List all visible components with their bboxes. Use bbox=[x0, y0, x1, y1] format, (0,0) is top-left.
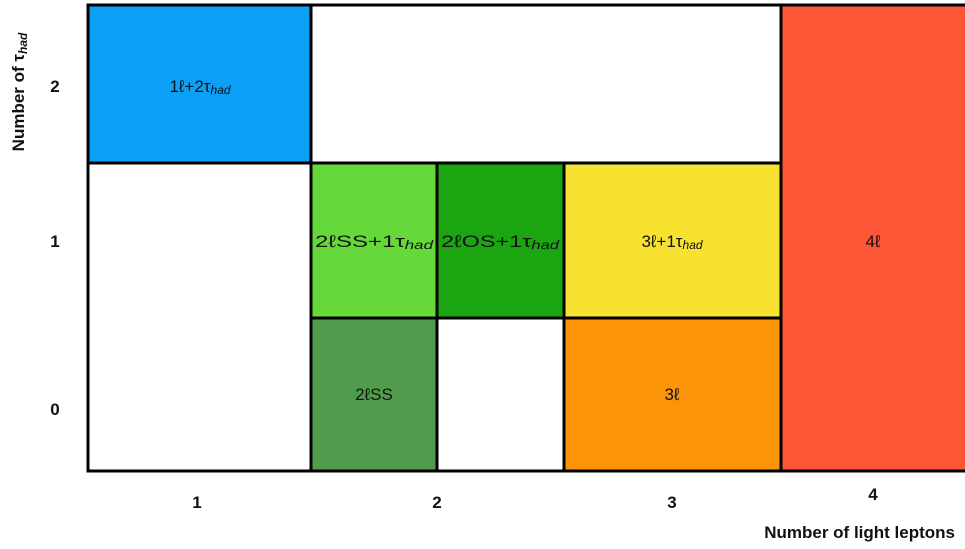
region-label-2lss: 2ℓSS bbox=[355, 385, 393, 404]
region-4l-box bbox=[781, 5, 965, 471]
grid-lines bbox=[86, 3, 965, 473]
x-tick-4: 4 bbox=[868, 485, 878, 504]
region-label-2lss1tau: 2ℓSS+1τ had bbox=[315, 232, 433, 252]
y-tick-2: 2 bbox=[50, 77, 59, 96]
y-tick-0: 0 bbox=[50, 400, 59, 419]
region-2los1tau-box bbox=[437, 163, 564, 318]
y-axis-title: Number of τhad bbox=[9, 32, 30, 151]
region-label-1l2tau: 1ℓ+2τhad bbox=[169, 77, 230, 97]
x-tick-1: 1 bbox=[192, 493, 201, 512]
region-2lss1tau-box bbox=[311, 163, 437, 318]
region-label-2los1tau: 2ℓOS+1τ had bbox=[441, 232, 559, 252]
y-tick-1: 1 bbox=[50, 232, 59, 251]
region-label-4l: 4ℓ bbox=[866, 232, 881, 251]
x-tick-3: 3 bbox=[667, 493, 676, 512]
x-axis-title: Number of light leptons bbox=[764, 523, 955, 542]
region-1l2tau-box bbox=[88, 5, 311, 163]
region-label-3l: 3ℓ bbox=[665, 385, 680, 404]
region-3l1tau-box bbox=[564, 163, 781, 318]
region-3l-box bbox=[564, 318, 781, 471]
region-label-3l1tau: 3ℓ+1τhad bbox=[641, 232, 702, 252]
region-2lss-box bbox=[311, 318, 437, 471]
x-tick-2: 2 bbox=[432, 493, 441, 512]
